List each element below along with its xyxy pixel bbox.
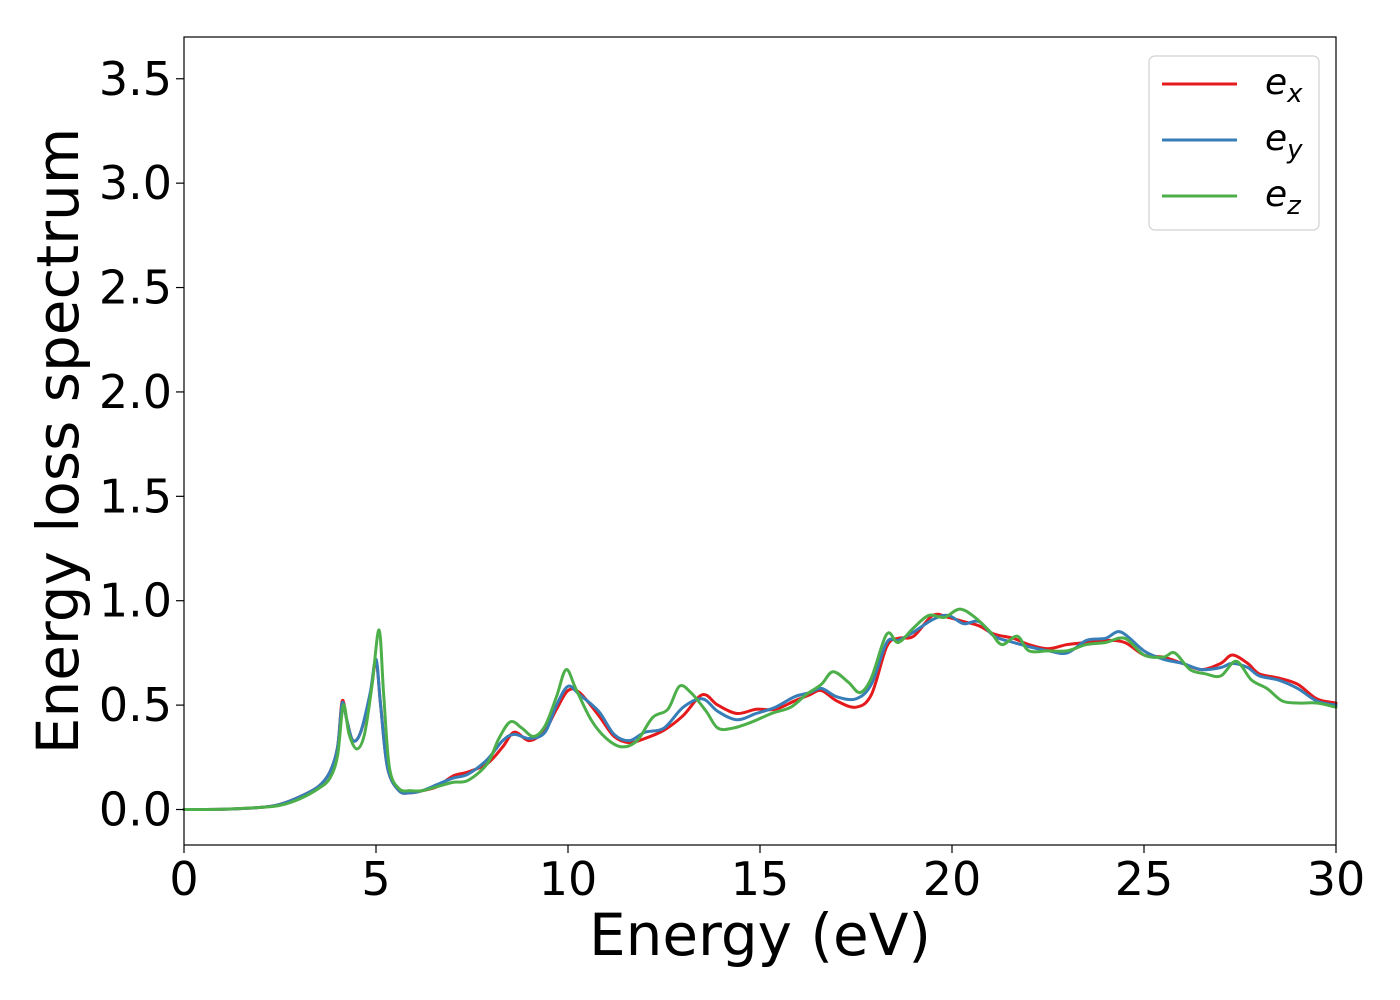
y-tick-label: 1.5 bbox=[99, 469, 172, 523]
legend-label-z: ez bbox=[1265, 174, 1302, 221]
x-axis-title: Energy (eV) bbox=[589, 901, 931, 969]
y-axis-title: Energy loss spectrum bbox=[24, 128, 92, 754]
x-tick-label: 10 bbox=[539, 852, 598, 906]
series-line-z bbox=[182, 607, 1338, 812]
legend-label-y: ey bbox=[1265, 118, 1303, 165]
x-tick-label: 30 bbox=[1307, 852, 1366, 906]
x-tick-label: 5 bbox=[361, 852, 390, 906]
y-tick-label: 0.0 bbox=[99, 783, 172, 837]
y-axis-ticks: 0.0 0.5 1.0 1.5 2.0 2.5 3.0 3.5 bbox=[99, 52, 184, 837]
y-tick-label: 2.5 bbox=[99, 261, 172, 315]
y-tick-label: 3.0 bbox=[99, 156, 172, 210]
legend: ex ey ez bbox=[1148, 55, 1320, 231]
y-tick-label: 1.0 bbox=[99, 574, 172, 628]
y-tick-label: 2.0 bbox=[99, 365, 172, 419]
legend-label-x: ex bbox=[1265, 62, 1303, 109]
x-axis-ticks: 0 5 10 15 20 25 30 bbox=[169, 845, 1365, 906]
y-tick-label: 3.5 bbox=[99, 52, 172, 106]
series-layer bbox=[182, 607, 1338, 812]
x-tick-label: 0 bbox=[169, 852, 198, 906]
x-tick-label: 15 bbox=[731, 852, 790, 906]
x-tick-label: 20 bbox=[923, 852, 982, 906]
x-tick-label: 25 bbox=[1115, 852, 1174, 906]
legend-box bbox=[1148, 55, 1320, 231]
y-tick-label: 0.5 bbox=[99, 678, 172, 732]
